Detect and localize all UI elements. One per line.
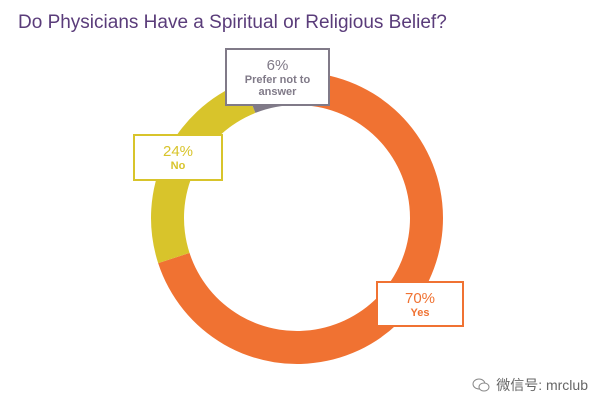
- category-label: Yes: [410, 306, 430, 319]
- category-label: No: [170, 160, 186, 172]
- slice-label-box: 6% Prefer not to answer: [225, 48, 330, 106]
- value-label: 70%: [404, 289, 436, 307]
- slice-label-box: 24% No: [133, 134, 223, 181]
- watermark: 微信号: mrclub: [472, 375, 588, 395]
- wechat-icon: [472, 378, 490, 392]
- donut-slice: [150, 82, 256, 264]
- category-label: Prefer not to answer: [244, 73, 311, 98]
- slice-label-box: 70% Yes: [376, 281, 464, 327]
- value-label: 6%: [266, 56, 289, 74]
- chart-title: Do Physicians Have a Spiritual or Religi…: [18, 12, 447, 33]
- value-label: 24%: [162, 143, 194, 160]
- watermark-text: 微信号: mrclub: [496, 377, 588, 393]
